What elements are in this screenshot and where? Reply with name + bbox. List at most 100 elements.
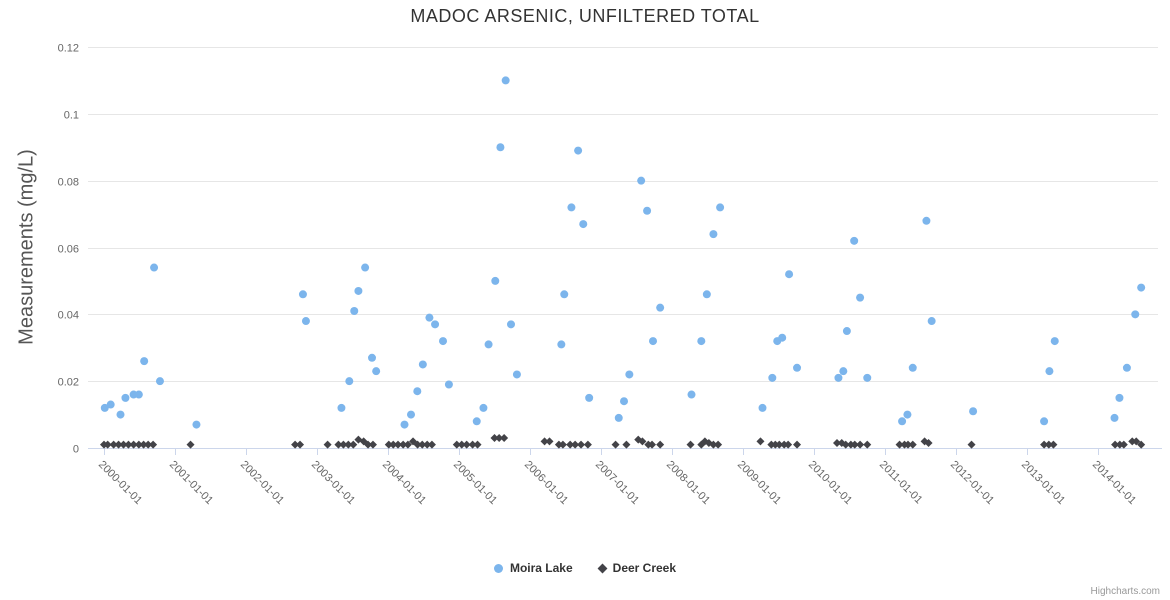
deer-creek-point[interactable]	[775, 440, 784, 449]
deer-creek-point[interactable]	[850, 440, 859, 449]
deer-creek-point[interactable]	[144, 440, 153, 449]
moira-lake-point[interactable]	[121, 393, 130, 402]
moira-lake-point[interactable]	[400, 420, 409, 429]
deer-creek-point[interactable]	[423, 440, 432, 449]
moira-lake-point[interactable]	[560, 290, 569, 299]
deer-creek-point[interactable]	[119, 440, 128, 449]
deer-creek-point[interactable]	[1119, 440, 1128, 449]
moira-lake-point[interactable]	[927, 317, 936, 326]
moira-lake-point[interactable]	[354, 286, 363, 295]
moira-lake-point[interactable]	[709, 230, 718, 239]
moira-lake-point[interactable]	[1137, 283, 1146, 292]
deer-creek-point[interactable]	[124, 440, 133, 449]
deer-creek-point[interactable]	[558, 440, 567, 449]
legend-item-moira-lake[interactable]: Moira Lake	[493, 561, 573, 575]
deer-creek-point[interactable]	[1044, 440, 1053, 449]
moira-lake-point[interactable]	[1115, 393, 1124, 402]
moira-lake-point[interactable]	[1040, 417, 1049, 426]
deer-creek-point[interactable]	[129, 440, 138, 449]
moira-lake-point[interactable]	[192, 420, 201, 429]
deer-creek-point[interactable]	[389, 440, 398, 449]
deer-creek-point[interactable]	[784, 440, 793, 449]
moira-lake-point[interactable]	[625, 370, 634, 379]
deer-creek-point[interactable]	[323, 440, 332, 449]
moira-lake-point[interactable]	[908, 363, 917, 372]
moira-lake-point[interactable]	[496, 143, 505, 152]
moira-lake-point[interactable]	[361, 263, 370, 272]
moira-lake-point[interactable]	[472, 417, 481, 426]
moira-lake-point[interactable]	[687, 390, 696, 399]
deer-creek-point[interactable]	[571, 440, 580, 449]
deer-creek-point[interactable]	[413, 440, 422, 449]
moira-lake-point[interactable]	[501, 76, 510, 85]
moira-lake-point[interactable]	[793, 363, 802, 372]
deer-creek-point[interactable]	[656, 440, 665, 449]
deer-creek-point[interactable]	[468, 440, 477, 449]
moira-lake-point[interactable]	[863, 373, 872, 382]
deer-creek-point[interactable]	[1132, 437, 1141, 446]
moira-lake-point[interactable]	[134, 390, 143, 399]
deer-creek-point[interactable]	[841, 440, 850, 449]
moira-lake-point[interactable]	[140, 357, 149, 366]
deer-creek-point[interactable]	[403, 440, 412, 449]
moira-lake-point[interactable]	[922, 216, 931, 225]
deer-creek-point[interactable]	[500, 433, 509, 442]
legend-item-deer-creek[interactable]: Deer Creek	[597, 561, 676, 575]
deer-creek-point[interactable]	[462, 440, 471, 449]
moira-lake-point[interactable]	[850, 236, 859, 245]
deer-creek-point[interactable]	[833, 438, 842, 447]
moira-lake-point[interactable]	[574, 146, 583, 155]
moira-lake-point[interactable]	[116, 410, 125, 419]
deer-creek-point[interactable]	[339, 440, 348, 449]
moira-lake-point[interactable]	[567, 203, 576, 212]
moira-lake-point[interactable]	[301, 317, 310, 326]
deer-creek-point[interactable]	[334, 440, 343, 449]
deer-creek-point[interactable]	[638, 437, 647, 446]
moira-lake-point[interactable]	[834, 373, 843, 382]
deer-creek-point[interactable]	[611, 440, 620, 449]
moira-lake-point[interactable]	[643, 206, 652, 215]
deer-creek-point[interactable]	[490, 433, 499, 442]
deer-creek-point[interactable]	[1111, 440, 1120, 449]
moira-lake-point[interactable]	[345, 377, 354, 386]
deer-creek-point[interactable]	[364, 440, 373, 449]
moira-lake-point[interactable]	[298, 290, 307, 299]
deer-creek-point[interactable]	[648, 440, 657, 449]
moira-lake-point[interactable]	[614, 413, 623, 422]
moira-lake-point[interactable]	[155, 377, 164, 386]
deer-creek-point[interactable]	[149, 440, 158, 449]
moira-lake-point[interactable]	[758, 403, 767, 412]
deer-creek-point[interactable]	[114, 440, 123, 449]
deer-creek-point[interactable]	[924, 438, 933, 447]
moira-lake-point[interactable]	[444, 380, 453, 389]
moira-lake-point[interactable]	[368, 353, 377, 362]
moira-lake-point[interactable]	[372, 367, 381, 376]
deer-creek-point[interactable]	[540, 437, 549, 446]
moira-lake-point[interactable]	[418, 360, 427, 369]
moira-lake-point[interactable]	[106, 400, 115, 409]
deer-creek-point[interactable]	[714, 440, 723, 449]
moira-lake-point[interactable]	[716, 203, 725, 212]
moira-lake-point[interactable]	[413, 387, 422, 396]
moira-lake-point[interactable]	[150, 263, 159, 272]
deer-creek-point[interactable]	[709, 440, 718, 449]
deer-creek-point[interactable]	[756, 437, 765, 446]
deer-creek-point[interactable]	[394, 440, 403, 449]
moira-lake-point[interactable]	[637, 176, 646, 185]
moira-lake-point[interactable]	[1122, 363, 1131, 372]
deer-creek-point[interactable]	[1137, 440, 1146, 449]
deer-creek-point[interactable]	[622, 440, 631, 449]
deer-creek-point[interactable]	[793, 440, 802, 449]
moira-lake-point[interactable]	[439, 337, 448, 346]
moira-lake-point[interactable]	[484, 340, 493, 349]
deer-creek-point[interactable]	[863, 440, 872, 449]
moira-lake-point[interactable]	[898, 417, 907, 426]
deer-creek-point[interactable]	[457, 440, 466, 449]
moira-lake-point[interactable]	[1050, 337, 1059, 346]
moira-lake-point[interactable]	[903, 410, 912, 419]
deer-creek-point[interactable]	[186, 440, 195, 449]
deer-creek-point[interactable]	[427, 440, 436, 449]
moira-lake-point[interactable]	[507, 320, 516, 329]
moira-lake-point[interactable]	[842, 327, 851, 336]
moira-lake-point[interactable]	[969, 407, 978, 416]
